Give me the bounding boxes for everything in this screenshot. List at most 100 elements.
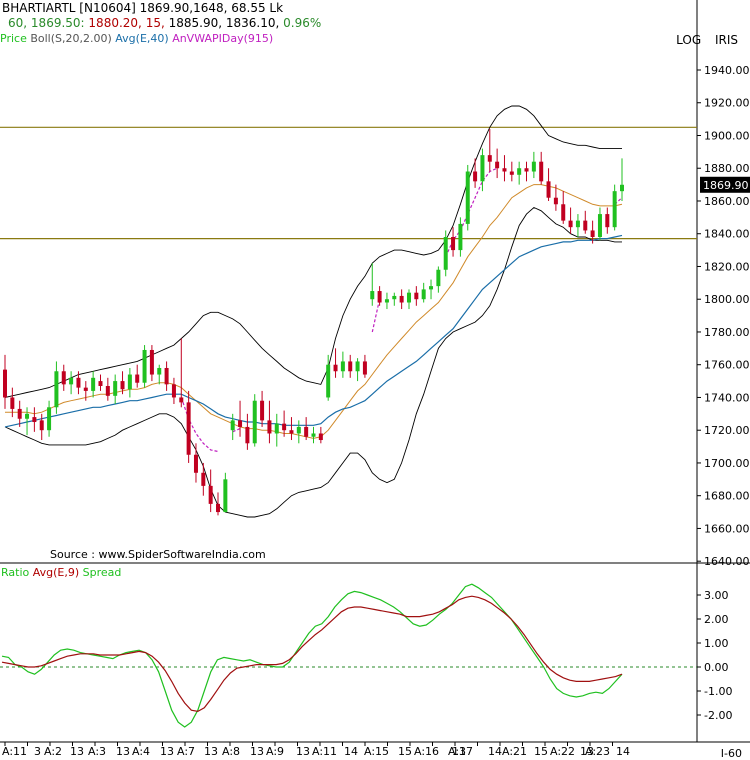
iris-toggle[interactable]: IRIS [714, 33, 738, 47]
time-axis-label: 15 [398, 745, 412, 758]
candle-body [553, 197, 558, 205]
candle [252, 394, 257, 447]
price-tick-label: 1920.00 [704, 97, 750, 110]
candle [142, 345, 147, 388]
bollinger-middle-line [5, 184, 623, 439]
candle [208, 469, 213, 513]
legend-avg[interactable]: Avg(E,40) [115, 32, 169, 45]
candle [98, 374, 103, 391]
candle-body [157, 367, 162, 375]
price-tick-label: 1900.00 [704, 129, 750, 142]
candle [304, 417, 309, 441]
candle [25, 407, 30, 436]
candle-body [612, 191, 617, 228]
legend-price[interactable]: Price [0, 32, 27, 45]
candle-body [480, 155, 485, 182]
candle [120, 371, 125, 395]
candle-body [568, 220, 573, 228]
time-axis-label: 13 [250, 745, 264, 758]
candle-body [98, 381, 103, 386]
time-axis-label: A:9 [266, 745, 284, 758]
candle [355, 358, 360, 382]
candle-body [377, 291, 382, 303]
candle-body [546, 181, 551, 198]
time-axis-label: 13 [70, 745, 84, 758]
candle-body [318, 433, 323, 441]
candle-body [517, 168, 522, 175]
candle-body [186, 402, 191, 455]
osc-tick-label: -2.00 [704, 709, 732, 722]
candle [612, 184, 617, 231]
price-tick-label: 1820.00 [704, 260, 750, 273]
ratio_avg-line [1, 595, 623, 713]
candle-body [69, 377, 74, 385]
candle [223, 472, 228, 513]
candle [553, 184, 558, 211]
candle-body [384, 299, 389, 303]
candle [362, 354, 367, 378]
candle-body [260, 400, 265, 421]
candle-body [590, 230, 595, 238]
last-price-label: 1869.90 [703, 179, 749, 192]
time-axis-label: A:4 [132, 745, 150, 758]
time-axis-label: A:16 [414, 745, 439, 758]
candle-body [296, 426, 301, 434]
candle-body [524, 168, 529, 172]
candle-body [127, 374, 132, 390]
candle [495, 148, 500, 179]
timeframe: 60, [8, 16, 28, 30]
time-axis-label: 13 [204, 745, 218, 758]
time-axis-label: A:2 [44, 745, 62, 758]
symbol-header: BHARTIARTL [N10604] 1869.90,1648, 68.55 … [2, 1, 284, 15]
osc-tick-label: 2.00 [704, 613, 729, 626]
candle [83, 381, 88, 401]
scale-options: LOG IRIS [666, 33, 738, 47]
legend-boll[interactable]: Boll(S,20,2.00) [30, 32, 112, 45]
candle-body [539, 161, 544, 182]
candle [135, 364, 140, 388]
legend-spread[interactable]: Spread [82, 566, 122, 579]
candle-body [91, 377, 96, 391]
candle [230, 413, 235, 441]
candle [267, 400, 272, 444]
time-axis-label: A:7 [177, 745, 195, 758]
vwap-line [232, 428, 241, 433]
time-axis-label: 13 [116, 745, 130, 758]
candle-body [17, 408, 22, 419]
candle-body [605, 214, 610, 228]
volume-value: 15, [145, 16, 165, 30]
candle-body [421, 289, 426, 300]
time-axis-label: A:15 [364, 745, 389, 758]
candle [465, 164, 470, 231]
time-axis-label: A:11 [2, 745, 27, 758]
candle-body [583, 220, 588, 231]
candle [201, 462, 206, 496]
candle [575, 214, 580, 238]
price-tick-label: 1880.00 [704, 162, 750, 175]
legend-ratio-avg[interactable]: Avg(E,9) [32, 566, 80, 579]
candle-body [238, 420, 243, 427]
legend-vwap[interactable]: AnVWAPIDay(915) [172, 32, 274, 45]
candle-body [465, 171, 470, 224]
candle-body [39, 420, 44, 431]
candle-body [575, 220, 580, 228]
candle [238, 400, 243, 437]
price-tick-label: 1840.00 [704, 228, 750, 241]
legend-ratio[interactable]: Ratio [1, 566, 30, 579]
candle [473, 158, 478, 188]
candle-body [333, 364, 338, 372]
log-toggle[interactable]: LOG [676, 33, 702, 47]
time-axis-label: 13 [580, 745, 594, 758]
spread-line [1, 583, 623, 728]
candle [458, 217, 463, 257]
candle [583, 210, 588, 234]
candle-body [443, 237, 448, 270]
candle-body [392, 295, 397, 300]
candle [245, 413, 250, 450]
price-tick-label: 1680.00 [704, 490, 750, 503]
candle-body [135, 374, 140, 383]
time-axis-label: A:22 [550, 745, 575, 758]
candle-body [348, 361, 353, 372]
price-tick-label: 1940.00 [704, 64, 750, 77]
